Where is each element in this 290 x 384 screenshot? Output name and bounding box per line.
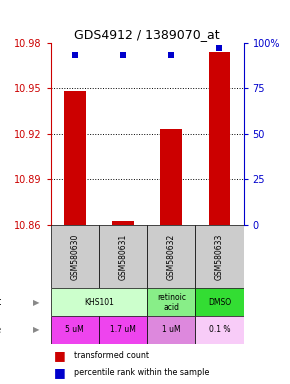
Text: GSM580633: GSM580633 [215, 233, 224, 280]
Text: retinoic
acid: retinoic acid [157, 293, 186, 312]
Text: GSM580632: GSM580632 [167, 233, 176, 280]
Text: ■: ■ [54, 366, 66, 379]
Bar [112, 221, 134, 225]
Bar [99, 225, 147, 288]
Text: 0.1 %: 0.1 % [209, 325, 230, 334]
Text: percentile rank within the sample: percentile rank within the sample [74, 368, 209, 377]
Bar [160, 129, 182, 225]
Bar [195, 316, 244, 344]
Text: ▶: ▶ [33, 325, 39, 334]
Bar [195, 225, 244, 288]
Title: GDS4912 / 1389070_at: GDS4912 / 1389070_at [74, 28, 220, 41]
Text: agent: agent [0, 297, 1, 307]
Text: dose: dose [0, 325, 1, 335]
Text: ■: ■ [54, 349, 66, 362]
Bar [195, 288, 244, 316]
Text: transformed count: transformed count [74, 351, 149, 361]
Bar [147, 225, 195, 288]
Bar [147, 316, 195, 344]
Bar [51, 225, 99, 288]
Bar [209, 52, 230, 225]
Text: 5 uM: 5 uM [66, 325, 84, 334]
Bar [51, 288, 147, 316]
Text: ▶: ▶ [33, 298, 39, 307]
Bar [147, 288, 195, 316]
Bar [99, 316, 147, 344]
Text: 1.7 uM: 1.7 uM [110, 325, 136, 334]
Text: GSM580631: GSM580631 [119, 233, 128, 280]
Bar [51, 316, 99, 344]
Text: 1 uM: 1 uM [162, 325, 181, 334]
Bar [64, 91, 86, 225]
Text: KHS101: KHS101 [84, 298, 114, 307]
Text: GSM580630: GSM580630 [70, 233, 79, 280]
Text: DMSO: DMSO [208, 298, 231, 307]
